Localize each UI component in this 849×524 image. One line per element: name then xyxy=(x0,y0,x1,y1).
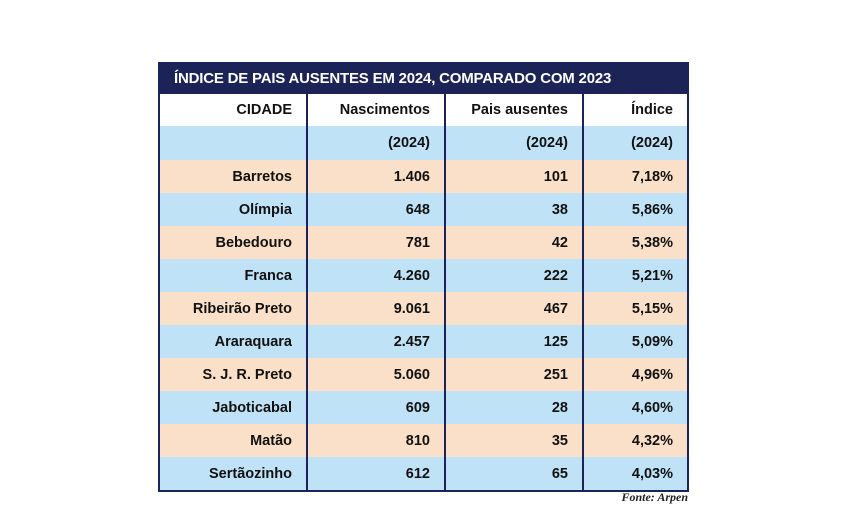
cell-nascimentos: 648 xyxy=(307,193,446,226)
table-title: ÍNDICE DE PAIS AUSENTES EM 2024, COMPARA… xyxy=(160,64,687,94)
header-cidade: CIDADE xyxy=(160,94,308,126)
cell-pais-ausentes: 28 xyxy=(445,391,584,424)
table-row: Jaboticabal 609 28 4,60% xyxy=(160,391,687,424)
cell-nascimentos: 810 xyxy=(307,424,446,457)
cell-cidade: S. J. R. Preto xyxy=(160,358,308,391)
cell-indice: 4,60% xyxy=(583,391,687,424)
cell-cidade: Barretos xyxy=(160,160,308,193)
cell-nascimentos: 612 xyxy=(307,457,446,490)
header-pais-ausentes: Pais ausentes xyxy=(445,94,584,126)
cell-pais-ausentes: 222 xyxy=(445,259,584,292)
table-row: Franca 4.260 222 5,21% xyxy=(160,259,687,292)
cell-nascimentos: 4.260 xyxy=(307,259,446,292)
table-row: Matão 810 35 4,32% xyxy=(160,424,687,457)
header-row: CIDADE Nascimentos Pais ausentes Índice xyxy=(160,94,687,126)
cell-cidade: Sertãozinho xyxy=(160,457,308,490)
table-row: Sertãozinho 612 65 4,03% xyxy=(160,457,687,490)
cell-pais-ausentes: 65 xyxy=(445,457,584,490)
cell-cidade: Olímpia xyxy=(160,193,308,226)
subheader-pais-ausentes: (2024) xyxy=(445,126,584,160)
cell-indice: 4,03% xyxy=(583,457,687,490)
cell-nascimentos: 9.061 xyxy=(307,292,446,325)
cell-indice: 7,18% xyxy=(583,160,687,193)
cell-indice: 5,38% xyxy=(583,226,687,259)
header-nascimentos: Nascimentos xyxy=(307,94,446,126)
table-row: Bebedouro 781 42 5,38% xyxy=(160,226,687,259)
cell-indice: 5,86% xyxy=(583,193,687,226)
cell-indice: 5,21% xyxy=(583,259,687,292)
table-row: Ribeirão Preto 9.061 467 5,15% xyxy=(160,292,687,325)
cell-nascimentos: 5.060 xyxy=(307,358,446,391)
data-table-container: ÍNDICE DE PAIS AUSENTES EM 2024, COMPARA… xyxy=(158,62,689,492)
cell-nascimentos: 1.406 xyxy=(307,160,446,193)
cell-indice: 4,96% xyxy=(583,358,687,391)
data-table: CIDADE Nascimentos Pais ausentes Índice … xyxy=(160,94,687,490)
table-row: S. J. R. Preto 5.060 251 4,96% xyxy=(160,358,687,391)
cell-indice: 5,15% xyxy=(583,292,687,325)
subheader-nascimentos: (2024) xyxy=(307,126,446,160)
table-row: Araraquara 2.457 125 5,09% xyxy=(160,325,687,358)
cell-indice: 5,09% xyxy=(583,325,687,358)
cell-nascimentos: 781 xyxy=(307,226,446,259)
cell-pais-ausentes: 101 xyxy=(445,160,584,193)
cell-pais-ausentes: 38 xyxy=(445,193,584,226)
cell-pais-ausentes: 125 xyxy=(445,325,584,358)
subheader-indice: (2024) xyxy=(583,126,687,160)
subheader-row: (2024) (2024) (2024) xyxy=(160,126,687,160)
cell-nascimentos: 2.457 xyxy=(307,325,446,358)
cell-pais-ausentes: 251 xyxy=(445,358,584,391)
cell-pais-ausentes: 467 xyxy=(445,292,584,325)
source-caption: Fonte: Arpen xyxy=(621,490,688,504)
table-row: Barretos 1.406 101 7,18% xyxy=(160,160,687,193)
header-indice: Índice xyxy=(583,94,687,126)
subheader-cidade xyxy=(160,126,308,160)
cell-cidade: Ribeirão Preto xyxy=(160,292,308,325)
cell-cidade: Araraquara xyxy=(160,325,308,358)
cell-pais-ausentes: 42 xyxy=(445,226,584,259)
cell-cidade: Jaboticabal xyxy=(160,391,308,424)
table-row: Olímpia 648 38 5,86% xyxy=(160,193,687,226)
cell-cidade: Matão xyxy=(160,424,308,457)
cell-nascimentos: 609 xyxy=(307,391,446,424)
cell-pais-ausentes: 35 xyxy=(445,424,584,457)
cell-cidade: Bebedouro xyxy=(160,226,308,259)
cell-indice: 4,32% xyxy=(583,424,687,457)
cell-cidade: Franca xyxy=(160,259,308,292)
